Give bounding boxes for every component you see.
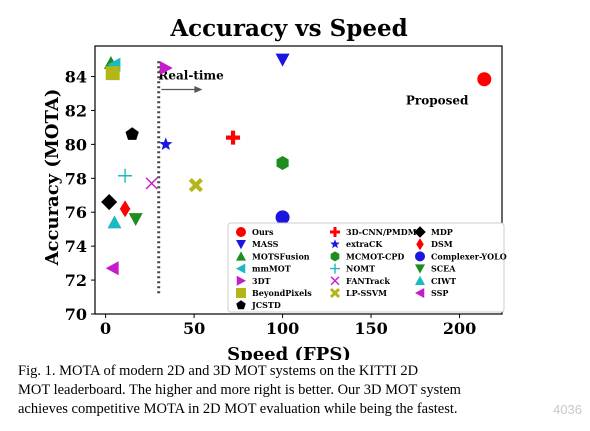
x-tick-label: 100: [266, 319, 299, 338]
y-tick-label: 76: [65, 203, 87, 222]
y-tick-label: 84: [65, 68, 87, 87]
legend-marker-jcstd: [236, 300, 246, 310]
legend-box: [227, 222, 505, 313]
legend-label-motsfusion: MOTSFusion: [252, 251, 310, 261]
legend-marker-nomt: [330, 263, 340, 274]
legend: Ours MASS MOTSFusion mmMOT 3DT BeyondPixels JC…: [227, 222, 507, 313]
legend-marker-extrack: [330, 239, 340, 249]
legend-marker-ssp: [415, 288, 425, 298]
legend-label-lp-ssvm: LP-SSVM: [346, 288, 387, 298]
y-tick-label: 70: [65, 305, 87, 324]
data-point-mcmot-cpd: [276, 156, 289, 171]
plot-frame: [94, 45, 503, 315]
data-point-mass: [275, 53, 290, 67]
y-tick-label: 80: [65, 135, 87, 154]
legend-marker-complexer-yolo: [415, 251, 425, 262]
watermark: 4036: [553, 402, 582, 417]
legend-label-mcmot-cpd: MCMOT-CPD: [346, 251, 404, 261]
accuracy-vs-speed-chart: Accuracy vs Speed 0 50 100 150 200 70 72 74 76 78…: [42, 15, 507, 360]
data-point-jcstd: [125, 127, 139, 140]
legend-label-extrack: extraCK: [346, 239, 383, 249]
legend-marker-motsfusion: [236, 251, 246, 261]
x-tick-label: 50: [183, 319, 205, 338]
legend-marker-beyondpixels: [236, 288, 246, 298]
legend-marker-3d-cnn-pmdm: [330, 227, 340, 237]
legend-marker-ours: [236, 227, 246, 237]
legend-label-3d-cnn-pmdm: 3D-CNN/PMDM: [346, 227, 417, 237]
legend-label-nomt: NOMT: [346, 264, 375, 274]
data-point-3d-cnn-pmdm: [226, 130, 241, 145]
y-tick-label: 82: [65, 101, 87, 120]
data-point-extrack: [159, 137, 173, 151]
legend-marker-3dt: [236, 275, 246, 286]
y-axis-label: Accuracy (MOTA): [42, 89, 63, 267]
legend-label-mdp: MDP: [431, 227, 453, 237]
legend-label-mmmot: mmMOT: [252, 264, 291, 274]
x-tick-label: 200: [443, 319, 476, 338]
data-point-3dt: [159, 61, 173, 76]
data-point-ciwt: [107, 215, 122, 229]
legend-marker-fantrack: [330, 276, 340, 286]
legend-marker-scea: [415, 264, 425, 274]
data-point-ours: [477, 72, 492, 87]
x-tick-label: 0: [100, 319, 111, 338]
legend-marker-mcmot-cpd: [330, 251, 340, 262]
data-point-dsm: [119, 200, 131, 218]
caption-line: MOT leaderboard. The higher and more rig…: [18, 382, 461, 398]
legend-marker-mdp: [414, 226, 426, 238]
data-point-beyondpixels: [105, 66, 120, 81]
legend-label-scea: SCEA: [431, 264, 456, 274]
y-tick-label: 74: [65, 237, 87, 256]
caption-line: Fig. 1. MOTA of modern 2D and 3D MOT sys…: [18, 363, 419, 379]
legend-label-jcstd: JCSTD: [251, 300, 281, 310]
legend-label-ssp: SSP: [431, 288, 448, 298]
legend-marker-ciwt: [415, 275, 425, 286]
legend-label-ours: Ours: [252, 227, 274, 237]
legend-label-fantrack: FANTrack: [346, 276, 390, 286]
legend-label-ciwt: CIWT: [431, 276, 456, 286]
x-tick-label: 150: [354, 319, 387, 338]
y-tick-label: 78: [65, 169, 87, 188]
data-point-lp-ssvm: [188, 178, 203, 193]
legend-label-mass: MASS: [252, 239, 279, 249]
legend-marker-lp-ssvm: [329, 287, 341, 299]
legend-marker-dsm: [416, 238, 424, 251]
data-point-ssp: [105, 261, 119, 276]
real-time-annotation: Real-time: [158, 69, 224, 83]
figure-caption: Fig. 1. MOTA of modern 2D and 3D MOT sys…: [18, 362, 578, 419]
plot-area: 0 50 100 150 200 70 72 74 76 78 80 82 84 Real-time Pro…: [65, 45, 507, 338]
proposed-annotation: Proposed: [406, 93, 469, 107]
legend-label-dsm: DSM: [431, 239, 453, 249]
x-axis-label: Speed (FPS): [227, 344, 351, 360]
data-point-mdp: [101, 194, 118, 211]
data-point-scea: [128, 213, 143, 227]
legend-label-3dt: 3DT: [252, 276, 271, 286]
y-tick-label: 72: [65, 271, 87, 290]
chart-title: Accuracy vs Speed: [169, 15, 407, 42]
data-point-complexer-yolo: [275, 210, 290, 225]
data-point-nomt: [118, 168, 133, 183]
real-time-arrow-head: [194, 86, 203, 94]
caption-line: achieves competitive MOTA in 2D MOT eval…: [18, 401, 458, 417]
legend-label-complexer-yolo: Complexer-YOLO: [431, 251, 507, 261]
legend-label-beyondpixels: BeyondPixels: [252, 288, 312, 298]
legend-marker-mass: [236, 239, 246, 250]
data-point-fantrack: [145, 177, 158, 190]
legend-marker-mmmot: [236, 263, 246, 274]
